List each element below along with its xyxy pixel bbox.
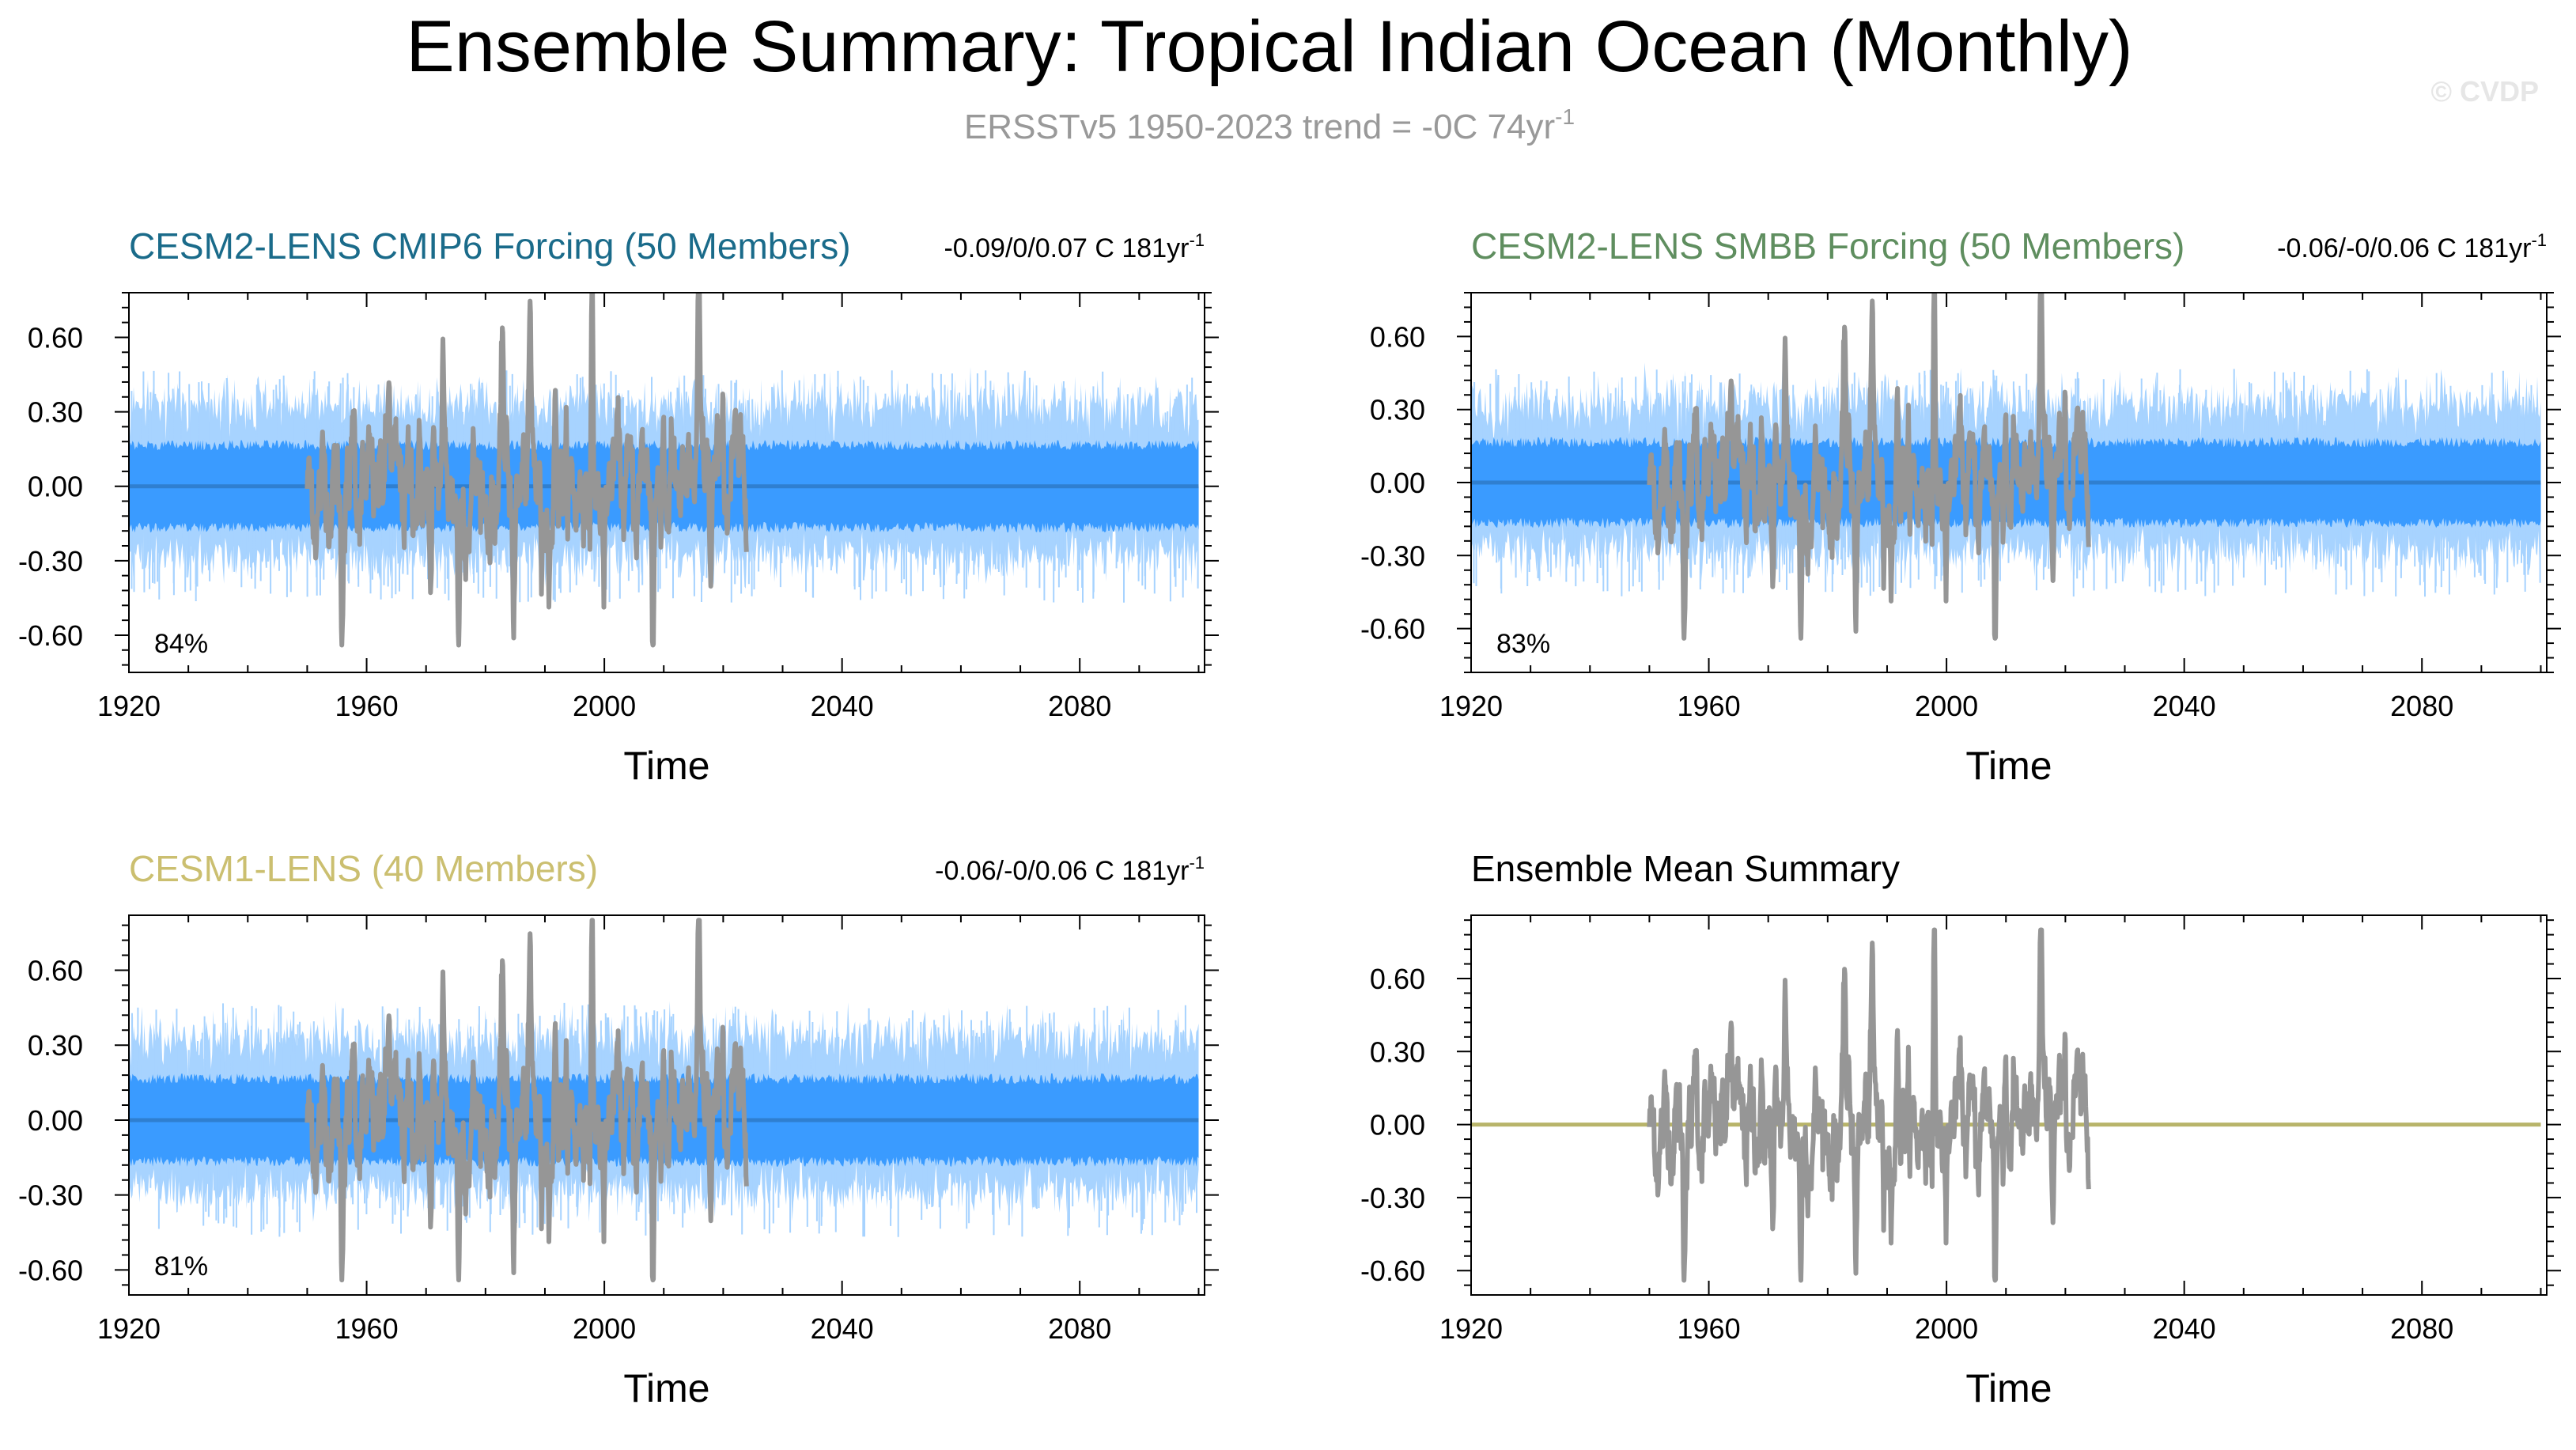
trend-label-main: -0.06/-0/0.06 C 181yr (2277, 233, 2531, 263)
x-tick-label: 2000 (573, 1312, 636, 1345)
y-tick-label: 0.00 (1370, 467, 1425, 499)
plot-area (129, 293, 1199, 648)
trend-label-sup: -1 (1189, 230, 1205, 250)
x-tick-label: 2000 (573, 690, 636, 722)
x-tick-label: 1960 (1678, 1312, 1741, 1345)
x-axis-label: Time (1965, 744, 2052, 788)
y-tick-label: 0.60 (28, 954, 83, 986)
subtitle-sup: -1 (1555, 104, 1575, 129)
trend-label: -0.06/-0/0.06 C 181yr-1 (935, 853, 1205, 886)
observed-series-line (305, 918, 749, 1283)
y-tick-label: -0.60 (1360, 1255, 1425, 1287)
panel-ensemble-mean-summary: 1920 1960 2000 2040 2080 0.60 0.30 0.00 -0.30 -0.… (1360, 848, 2561, 1410)
x-axis-label: Time (623, 1366, 709, 1410)
panel-title: Ensemble Mean Summary (1471, 848, 1900, 889)
x-tick-label: 2040 (811, 690, 874, 722)
trend-label-sup: -1 (1189, 853, 1205, 873)
y-tick-label: 0.00 (28, 1104, 83, 1137)
y-tick-label: -0.30 (18, 545, 83, 577)
y-tick-label: 0.30 (28, 396, 83, 429)
y-tick-label: -0.60 (18, 1254, 83, 1286)
y-tick-label: -0.60 (18, 619, 83, 652)
x-axis-label: Time (1965, 1366, 2052, 1410)
trend-label-sup: -1 (2531, 230, 2547, 250)
y-tick-label: 0.30 (28, 1029, 83, 1062)
y-tick-label: -0.60 (1360, 613, 1425, 645)
observed-series-line (1647, 927, 2091, 1283)
trend-label-main: -0.06/-0/0.06 C 181yr (935, 856, 1189, 886)
panel-cesm1-lens: 1920 1960 2000 2040 2080 0.60 0.30 0.00 -0.30 -0.… (18, 848, 1219, 1410)
y-tick-label: 0.30 (1370, 394, 1425, 426)
percent-label: 84% (154, 629, 208, 659)
plot-area (129, 918, 1199, 1283)
x-tick-label: 2000 (1915, 1312, 1978, 1345)
y-tick-label: 0.60 (1370, 963, 1425, 995)
x-axis-label: Time (623, 744, 709, 788)
panel-title: CESM2-LENS CMIP6 Forcing (50 Members) (129, 225, 851, 267)
plot-area (1471, 293, 2541, 641)
panel-cesm2-smbb: 1920 1960 2000 2040 2080 0.60 0.30 0.00 -0.30 -0.… (1360, 225, 2561, 788)
x-tick-label: 2040 (811, 1312, 874, 1345)
plot-frame (1470, 914, 2548, 1296)
x-tick-label: 1920 (97, 690, 161, 722)
percent-label: 83% (1496, 629, 1550, 659)
x-tick-label: 1960 (335, 1312, 399, 1345)
observed-series-line (305, 293, 749, 648)
x-tick-label: 2040 (2153, 1312, 2216, 1345)
x-tick-label: 2080 (2390, 690, 2453, 722)
x-tick-label: 2080 (1048, 690, 1111, 722)
plot-frame (128, 292, 1205, 673)
observed-series-line (1647, 293, 2091, 641)
figure-subtitle: ERSSTv5 1950-2023 trend = -0C 74yr-1 (964, 104, 1575, 146)
trend-label: -0.06/-0/0.06 C 181yr-1 (2277, 230, 2547, 263)
plot-area (1471, 927, 2541, 1283)
trend-label-main: -0.09/0/0.07 C 181yr (944, 233, 1189, 263)
y-tick-label: -0.30 (1360, 539, 1425, 572)
y-tick-label: 0.00 (1370, 1109, 1425, 1141)
x-tick-label: 1960 (1678, 690, 1741, 722)
figure-title: Ensemble Summary: Tropical Indian Ocean … (406, 6, 2132, 87)
y-tick-label: 0.60 (28, 321, 83, 354)
x-tick-label: 1960 (335, 690, 399, 722)
x-tick-label: 2080 (1048, 1312, 1111, 1345)
trend-label: -0.09/0/0.07 C 181yr-1 (944, 230, 1205, 263)
x-tick-label: 1920 (1439, 690, 1503, 722)
y-tick-label: 0.60 (1370, 320, 1425, 353)
x-tick-label: 1920 (1439, 1312, 1503, 1345)
y-tick-label: 0.00 (28, 471, 83, 503)
y-tick-label: -0.30 (18, 1179, 83, 1212)
x-tick-label: 2080 (2390, 1312, 2453, 1345)
subtitle-main: ERSSTv5 1950-2023 trend = -0C 74yr (964, 108, 1555, 146)
x-tick-label: 1920 (97, 1312, 161, 1345)
y-tick-label: -0.30 (1360, 1182, 1425, 1214)
percent-label: 81% (154, 1251, 208, 1282)
x-tick-label: 2040 (2153, 690, 2216, 722)
watermark: © CVDP (2430, 75, 2539, 108)
x-tick-label: 2000 (1915, 690, 1978, 722)
panel-title: CESM2-LENS SMBB Forcing (50 Members) (1471, 225, 2184, 267)
panel-title: CESM1-LENS (40 Members) (129, 848, 598, 889)
panel-cesm2-cmip6: 1920 1960 2000 2040 2080 0.60 0.30 0.00 -0.30 -0.… (18, 225, 1219, 788)
y-tick-label: 0.30 (1370, 1035, 1425, 1068)
